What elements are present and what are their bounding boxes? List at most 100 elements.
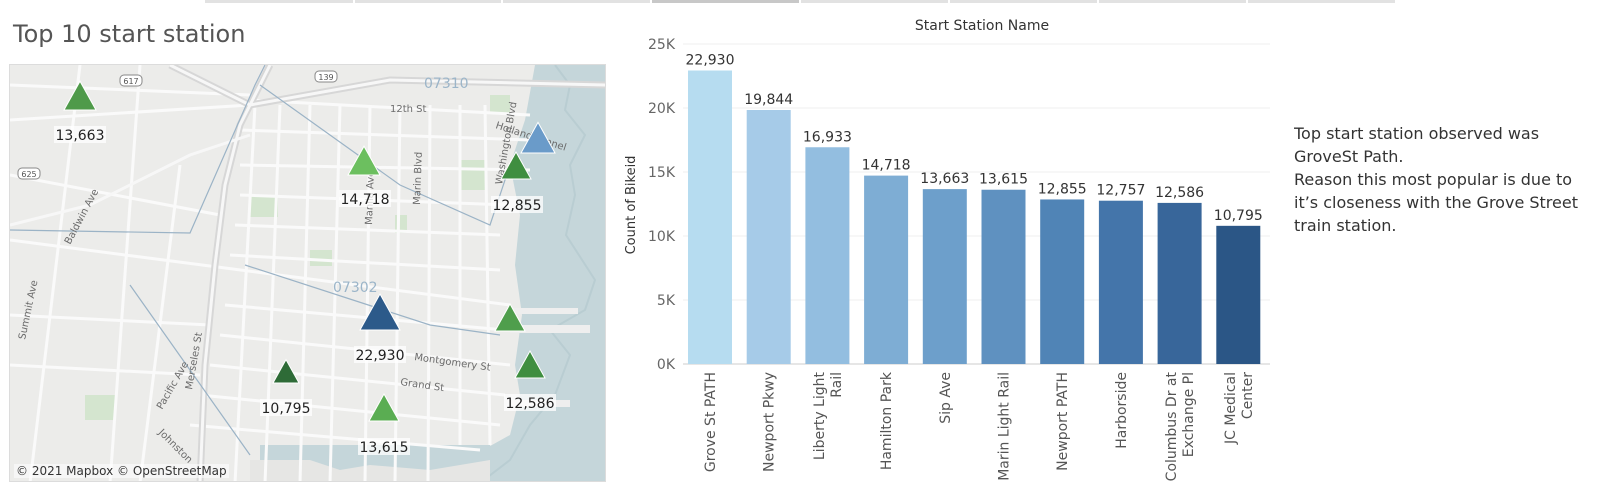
- data-label: 12,586: [1155, 185, 1204, 201]
- station-triangle-icon[interactable]: [514, 349, 546, 379]
- station-label: 22,930: [356, 348, 405, 364]
- station-label-bg: [504, 394, 556, 411]
- data-label: 10,795: [1214, 208, 1263, 224]
- station-marker[interactable]: 14,718: [339, 145, 391, 208]
- station-triangle-icon[interactable]: [494, 302, 526, 332]
- tab-6[interactable]: [950, 0, 1097, 3]
- y-tick-label: 0K: [657, 357, 676, 373]
- bar[interactable]: [1157, 202, 1202, 364]
- x-tick-label: Newport PATH: [1055, 372, 1071, 471]
- x-tick-label: Harborside: [1114, 372, 1130, 449]
- station-marker[interactable]: 10,795: [260, 358, 312, 417]
- station-marker[interactable]: [494, 302, 526, 332]
- y-tick-label: 15K: [648, 165, 676, 181]
- x-tick-label: Grove St PATH: [703, 372, 719, 472]
- x-tick-label: JC Medical Center: [1223, 372, 1256, 445]
- station-label: 12,586: [506, 396, 555, 412]
- station-map[interactable]: 617 139 625 07310 07302 12th St Holland …: [9, 64, 606, 482]
- x-tick-label-line: Newport Pkwy: [762, 372, 778, 472]
- street-label: Montgomery St: [414, 352, 492, 374]
- tab-4[interactable]: [652, 0, 799, 3]
- x-tick-label-line: Grove St PATH: [703, 372, 719, 472]
- y-tick-label: 20K: [648, 101, 676, 117]
- station-triangle-icon[interactable]: [347, 145, 381, 176]
- tab-strip: [0, 0, 1600, 4]
- bar[interactable]: [1040, 199, 1085, 364]
- street-label: Summit Ave: [17, 279, 40, 340]
- station-triangle-icon[interactable]: [63, 80, 97, 111]
- station-triangle-icon[interactable]: [500, 150, 532, 180]
- route-shield-617: 617: [123, 77, 138, 86]
- station-marker[interactable]: 22,930: [354, 292, 406, 364]
- y-axis-label: Count of Bikeid: [624, 156, 639, 255]
- data-label: 12,757: [1096, 183, 1145, 199]
- station-label: 13,615: [360, 440, 409, 456]
- bar-chart: Start Station Name Count of Bikeid 0K 5K 1…: [624, 18, 1270, 482]
- tab-2[interactable]: [355, 0, 501, 3]
- data-label: 16,933: [803, 129, 852, 145]
- insight-line: train station.: [1294, 216, 1397, 235]
- x-tick-label-line: Newport PATH: [1055, 372, 1071, 471]
- y-tick-label: 5K: [657, 293, 676, 309]
- station-marker[interactable]: 12,855: [491, 150, 543, 214]
- station-marker[interactable]: [520, 121, 556, 154]
- tab-3[interactable]: [503, 0, 650, 3]
- bar[interactable]: [688, 70, 732, 364]
- station-label: 14,718: [341, 192, 390, 208]
- station-label-bg: [54, 126, 106, 143]
- chart-title: Start Station Name: [915, 18, 1049, 34]
- x-tick-label: Newport Pkwy: [762, 372, 778, 472]
- x-tick-label-line: Hamilton Park: [879, 371, 895, 470]
- tab-8[interactable]: [1248, 0, 1395, 3]
- x-tick-label-line: Exchange Pl: [1181, 372, 1197, 457]
- zip-label-07302: 07302: [333, 280, 378, 296]
- station-triangle-icon[interactable]: [520, 121, 556, 154]
- insight-line: GroveSt Path.: [1294, 147, 1404, 166]
- station-triangle-icon[interactable]: [359, 292, 401, 331]
- station-label: 12,855: [493, 198, 542, 214]
- bar[interactable]: [922, 189, 967, 364]
- x-tick-label-line: Columbus Dr at: [1164, 372, 1180, 482]
- y-tick-label: 10K: [648, 229, 676, 245]
- station-triangle-icon[interactable]: [368, 392, 400, 422]
- bar[interactable]: [981, 189, 1026, 364]
- tab-5[interactable]: [801, 0, 948, 3]
- tab-1[interactable]: [205, 0, 353, 3]
- station-marker[interactable]: 13,615: [358, 392, 410, 456]
- data-label: 22,930: [686, 52, 735, 68]
- x-tick-label-line: Liberty Light: [812, 371, 828, 460]
- insight-line: Top start station observed was: [1294, 124, 1540, 143]
- bar[interactable]: [1216, 225, 1261, 364]
- bar[interactable]: [805, 147, 850, 364]
- y-tick-label: 25K: [648, 37, 676, 53]
- data-label: 12,855: [1038, 181, 1087, 197]
- map-attribution[interactable]: © 2021 Mapbox © OpenStreetMap: [14, 464, 229, 478]
- street-label: Johnston: [155, 427, 194, 466]
- x-tick-label-line: Center: [1240, 372, 1256, 419]
- x-tick-label: Marin Light Rail: [997, 372, 1013, 481]
- bar[interactable]: [864, 175, 909, 364]
- station-label-bg: [358, 438, 410, 455]
- station-label-bg: [491, 196, 543, 213]
- station-marker[interactable]: 13,663: [54, 80, 106, 144]
- insight-text: Top start station observed was GroveSt P…: [1294, 122, 1600, 237]
- station-label-bg: [260, 399, 312, 416]
- x-tick-label-line: Harborside: [1114, 372, 1130, 449]
- station-marker[interactable]: 12,586: [504, 349, 556, 412]
- dashboard-title: Top 10 start station: [13, 20, 246, 48]
- street-label: Baldwin Ave: [63, 187, 101, 246]
- station-triangle-icon[interactable]: [272, 358, 300, 384]
- bar[interactable]: [1098, 200, 1143, 364]
- bar[interactable]: [746, 109, 791, 365]
- map-canvas[interactable]: 617 139 625 07310 07302 12th St Holland …: [10, 65, 606, 482]
- x-tick-label-line: JC Medical: [1223, 372, 1239, 445]
- tab-7[interactable]: [1099, 0, 1246, 3]
- x-tick-label: Liberty Light Rail: [812, 371, 845, 460]
- station-label-bg: [354, 346, 406, 363]
- x-tick-label: Hamilton Park: [879, 371, 895, 470]
- data-label: 13,663: [920, 171, 969, 187]
- street-label: 12th St: [390, 104, 427, 115]
- x-tick-label-line: Marin Light Rail: [997, 372, 1013, 481]
- street-label: Grand St: [400, 377, 445, 394]
- station-label: 10,795: [262, 401, 311, 417]
